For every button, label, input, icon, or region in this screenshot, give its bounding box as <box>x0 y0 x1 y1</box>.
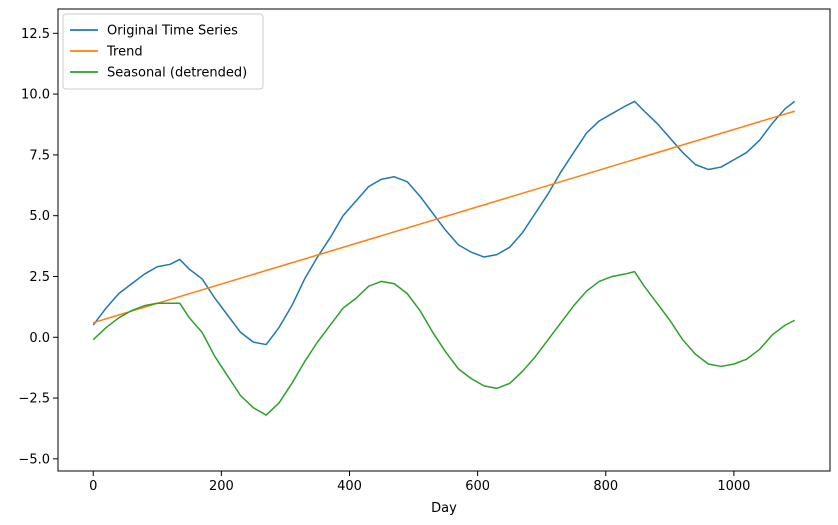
x-axis: 0 200 400 600 800 1000 <box>89 471 750 494</box>
legend-label-0: Original Time Series <box>107 24 238 39</box>
x-tick-label: 1000 <box>717 479 750 494</box>
y-tick-label: 0.0 <box>29 331 50 346</box>
y-axis: −5.0 −2.5 0.0 2.5 5.0 7.5 10.0 12.5 <box>18 27 58 467</box>
y-tick-label: 10.0 <box>21 88 50 103</box>
y-tick-label: −2.5 <box>18 392 50 407</box>
y-tick-label: −5.0 <box>18 452 50 467</box>
x-tick-label: 200 <box>209 479 234 494</box>
y-tick-label: 2.5 <box>29 270 50 285</box>
legend-label-1: Trend <box>106 45 143 60</box>
legend-label-2: Seasonal (detrended) <box>107 66 247 81</box>
legend-box <box>62 13 264 90</box>
y-tick-label: 12.5 <box>21 27 50 42</box>
legend: Original Time Series Trend Seasonal (detre… <box>62 13 264 90</box>
x-axis-label: Day <box>431 501 457 516</box>
y-tick-label: 5.0 <box>29 209 50 224</box>
x-tick-label: 400 <box>337 479 362 494</box>
series-line-0 <box>92 100 796 346</box>
x-tick-label: 0 <box>89 479 97 494</box>
plot-frame <box>57 8 831 472</box>
series-line-1 <box>93 110 795 324</box>
x-tick-label: 800 <box>593 479 618 494</box>
y-tick-label: 7.5 <box>29 148 50 163</box>
x-tick-label: 600 <box>465 479 490 494</box>
series-layer <box>92 100 796 416</box>
series-line-2 <box>92 270 796 416</box>
